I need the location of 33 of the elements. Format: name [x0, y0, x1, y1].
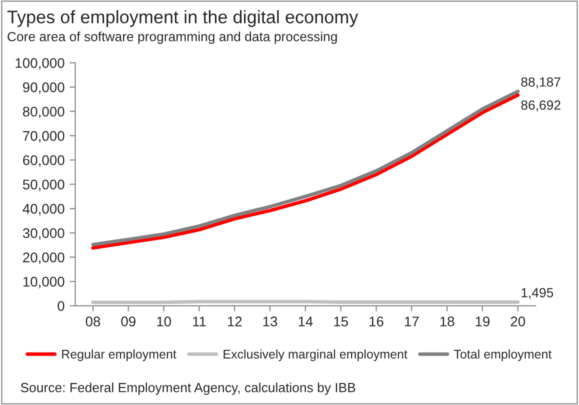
y-tick-label: 90,000 [23, 82, 64, 94]
y-tick-label: 70,000 [23, 131, 64, 142]
y-tick-label: 80,000 [22, 106, 64, 118]
legend-label: Regular employment [62, 349, 176, 362]
y-tick-label: 20,000 [23, 252, 64, 264]
y-tick-label: 60,000 [23, 155, 64, 167]
x-tick-label: 13 [263, 316, 278, 326]
chart-title: Types of employment in the digital economy [7, 10, 358, 27]
data-label: 1,495 [522, 288, 554, 299]
chart-subtitle: Core area of software programming and data processing [8, 32, 337, 44]
legend-label: Total employment [454, 349, 552, 362]
y-tick-label: 0 [58, 301, 64, 311]
x-tick-label: 08 [86, 316, 100, 326]
x-tick-label: 18 [440, 316, 454, 326]
x-tick-label: 17 [404, 316, 419, 326]
x-tick-label: 19 [476, 316, 490, 326]
data-label: 88,187 [521, 77, 560, 88]
x-tick-label: 15 [334, 316, 348, 326]
x-tick-label: 14 [298, 316, 313, 326]
x-tick-label: 20 [510, 316, 526, 326]
data-label: 86,692 [521, 100, 560, 112]
y-tick-label: 100,000 [16, 58, 64, 70]
y-tick-label: 10,000 [23, 276, 64, 288]
x-tick-label: 09 [121, 316, 136, 326]
x-tick-label: 11 [193, 316, 206, 326]
y-tick-label: 30,000 [22, 228, 64, 240]
x-tick-label: 16 [370, 316, 384, 326]
y-tick-label: 50,000 [22, 180, 64, 192]
x-tick-label: 12 [228, 316, 242, 326]
legend-label: Exclusively marginal employment [224, 349, 408, 362]
x-tick-label: 10 [157, 316, 171, 326]
y-tick-label: 40,000 [22, 204, 64, 216]
source-note: Source: Federal Employment Agency, calculations by IBB [20, 382, 356, 395]
